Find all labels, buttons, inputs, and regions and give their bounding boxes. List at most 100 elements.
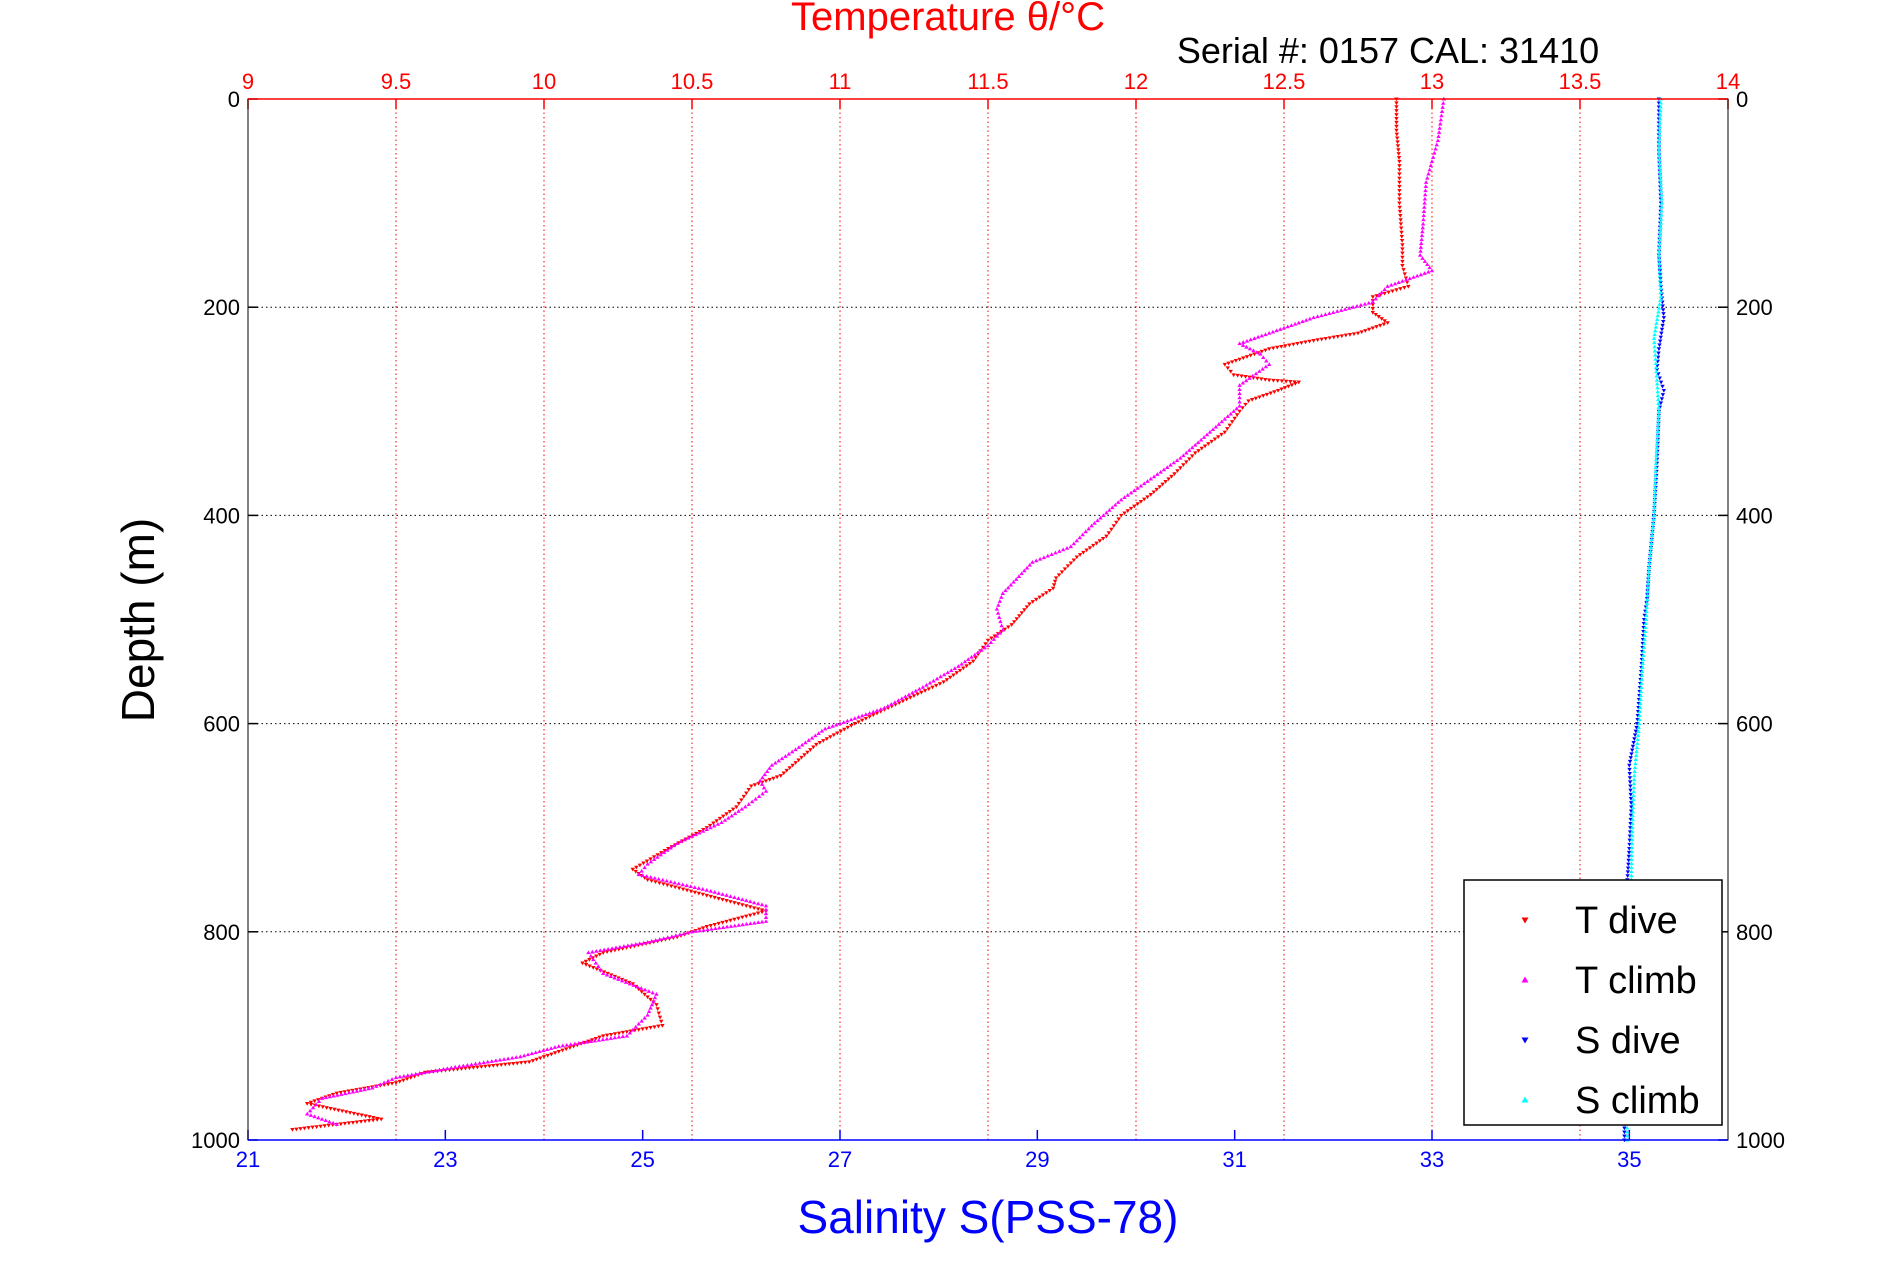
top-tick-label: 13 — [1420, 69, 1444, 94]
data-point — [1315, 314, 1320, 319]
data-point — [964, 664, 969, 668]
data-point — [684, 888, 690, 893]
data-point — [651, 857, 657, 862]
data-point — [1658, 380, 1664, 385]
data-point — [1394, 128, 1399, 133]
data-point — [1422, 259, 1428, 263]
data-point — [338, 1122, 344, 1127]
data-point — [1418, 272, 1424, 277]
data-point — [763, 915, 769, 920]
data-point — [1275, 388, 1281, 393]
data-point — [1331, 335, 1336, 340]
data-point — [1051, 583, 1057, 587]
data-point — [1268, 391, 1273, 396]
data-point — [1644, 605, 1649, 610]
data-point — [1045, 553, 1050, 558]
data-point — [1648, 545, 1654, 549]
data-point — [659, 851, 664, 855]
data-point — [1439, 109, 1445, 114]
data-point — [620, 1030, 626, 1035]
data-point — [1000, 591, 1005, 596]
data-point — [332, 1107, 337, 1112]
data-point — [661, 850, 667, 855]
data-point — [588, 953, 594, 958]
data-point — [648, 859, 654, 864]
data-point — [1125, 509, 1130, 513]
data-point — [358, 1120, 364, 1124]
data-point — [910, 690, 915, 695]
data-point — [1630, 809, 1636, 814]
data-point — [1656, 148, 1662, 153]
data-point — [1657, 339, 1663, 344]
data-point — [744, 914, 749, 919]
data-point — [1400, 255, 1405, 260]
data-point — [465, 1062, 470, 1067]
data-point — [1307, 316, 1313, 321]
data-point — [1304, 318, 1309, 322]
data-point — [1104, 534, 1109, 539]
data-point — [1630, 813, 1635, 818]
legend-label-s-dive: S dive — [1575, 1020, 1681, 1062]
data-point — [1296, 380, 1301, 385]
data-point — [1190, 445, 1195, 450]
data-point — [1003, 588, 1008, 593]
data-point — [473, 1061, 478, 1066]
data-point — [746, 787, 751, 792]
data-point — [759, 902, 765, 907]
data-point — [1065, 564, 1071, 569]
data-point — [882, 705, 887, 710]
data-point — [308, 1113, 314, 1117]
data-point — [370, 1118, 376, 1123]
data-point — [1656, 305, 1662, 310]
data-point — [1283, 379, 1289, 384]
data-point — [1657, 124, 1663, 129]
data-point — [1438, 121, 1443, 126]
data-point — [704, 827, 709, 831]
legend: T dive T climb S dive S climb — [1463, 879, 1723, 1126]
data-point — [1281, 325, 1287, 330]
data-point — [1640, 661, 1645, 666]
data-point — [720, 925, 726, 929]
data-point — [1193, 442, 1198, 447]
data-point — [495, 1063, 500, 1068]
data-point — [1016, 574, 1022, 578]
data-point — [739, 798, 744, 803]
data-point — [1659, 196, 1664, 201]
legend-label-t-climb: T climb — [1575, 960, 1697, 1002]
data-point — [1104, 510, 1109, 515]
data-point — [1237, 357, 1242, 362]
data-point — [362, 1087, 367, 1092]
series-t-dive — [290, 97, 1411, 1132]
data-point — [1634, 749, 1639, 754]
data-point — [1250, 373, 1255, 378]
data-point — [1195, 440, 1201, 445]
data-point — [728, 900, 733, 904]
data-point — [1259, 333, 1264, 338]
data-point — [1659, 192, 1664, 197]
data-point — [1279, 387, 1284, 392]
data-point — [774, 775, 780, 780]
data-point — [1370, 299, 1375, 304]
data-point — [1656, 248, 1662, 253]
data-point — [835, 731, 840, 736]
data-point — [1062, 567, 1068, 572]
data-point — [1651, 509, 1657, 513]
data-point — [336, 1108, 341, 1113]
data-point — [592, 1038, 598, 1043]
data-point — [1034, 558, 1039, 563]
data-point — [689, 834, 695, 838]
data-point — [994, 606, 1000, 611]
data-point — [1210, 427, 1216, 432]
data-point — [896, 698, 901, 702]
data-point — [1653, 461, 1659, 465]
data-point — [320, 1105, 325, 1110]
data-point — [1253, 396, 1259, 401]
data-point — [811, 745, 816, 750]
data-point — [1654, 373, 1659, 378]
data-point — [1397, 180, 1402, 185]
data-point — [1647, 561, 1652, 565]
data-point — [604, 972, 610, 977]
top-tick-label: 11.5 — [967, 69, 1008, 94]
data-point — [1439, 113, 1444, 118]
data-point — [1426, 269, 1431, 274]
